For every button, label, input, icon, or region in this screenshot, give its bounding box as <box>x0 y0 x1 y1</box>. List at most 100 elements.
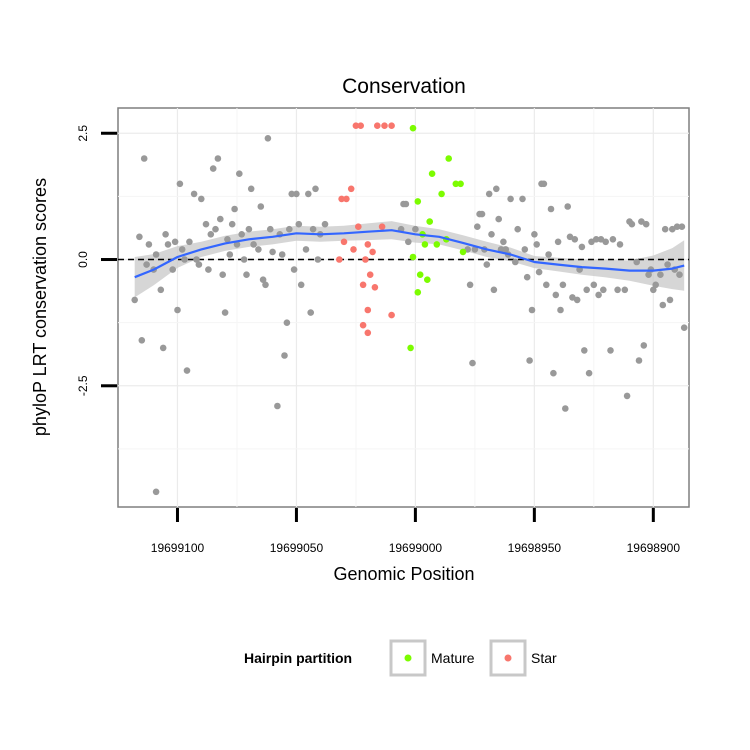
point-other <box>259 276 267 284</box>
point-other <box>321 220 329 228</box>
point-other <box>557 306 564 314</box>
point-other <box>314 256 322 263</box>
point-other <box>231 205 238 213</box>
point-other <box>159 344 167 352</box>
point-other <box>635 357 643 364</box>
point-other <box>554 238 562 246</box>
legend-mature-dot <box>404 654 412 662</box>
point-mature <box>428 170 436 177</box>
y-tick-label: 2.5 <box>76 125 90 142</box>
point-other <box>138 337 146 344</box>
point-mature <box>424 276 431 284</box>
point-mature <box>421 241 429 248</box>
point-other <box>521 246 529 253</box>
point-other <box>559 281 567 289</box>
point-star <box>347 185 355 193</box>
point-star <box>359 281 367 289</box>
point-other <box>495 215 503 223</box>
point-other <box>661 225 669 233</box>
point-other <box>502 246 510 253</box>
point-star <box>388 122 395 129</box>
point-other <box>488 231 495 238</box>
x-tick-label: 19699000 <box>389 541 443 555</box>
point-other <box>590 281 598 289</box>
point-other <box>652 281 659 289</box>
point-other <box>169 266 176 273</box>
point-other <box>552 291 560 299</box>
point-other <box>578 243 586 251</box>
point-other <box>535 268 543 276</box>
point-star <box>378 223 386 230</box>
point-star <box>336 256 343 263</box>
point-other <box>202 220 210 228</box>
point-other <box>678 223 686 230</box>
point-other <box>209 165 217 172</box>
point-mature <box>433 241 441 248</box>
point-other <box>616 241 624 248</box>
point-star <box>338 195 345 203</box>
point-other <box>402 200 410 208</box>
x-tick-label: 19699100 <box>151 541 205 555</box>
point-mature <box>457 180 464 188</box>
point-other <box>642 220 650 228</box>
point-other <box>267 225 274 233</box>
point-other <box>178 246 186 253</box>
point-other <box>307 309 315 316</box>
point-other <box>531 231 538 238</box>
point-star <box>343 195 350 203</box>
point-other <box>540 180 548 188</box>
point-other <box>526 357 533 364</box>
point-other <box>602 238 609 246</box>
point-other <box>162 231 169 238</box>
point-star <box>366 271 374 279</box>
point-other <box>286 225 293 233</box>
y-tick-label: 0.0 <box>76 251 90 268</box>
point-star <box>388 311 395 319</box>
confidence-ribbon <box>134 221 685 298</box>
point-other <box>471 246 479 253</box>
point-other <box>607 347 614 354</box>
point-other <box>288 190 296 198</box>
point-other <box>236 170 243 177</box>
x-tick-label: 19698950 <box>508 541 562 555</box>
point-other <box>255 246 262 253</box>
y-tick-label: -2.5 <box>76 375 90 396</box>
point-other <box>490 286 498 294</box>
point-star <box>364 241 372 248</box>
point-other <box>186 238 193 246</box>
point-star <box>369 248 376 256</box>
point-other <box>640 342 648 349</box>
point-star <box>357 122 365 129</box>
point-other <box>469 359 476 367</box>
point-other <box>136 233 143 241</box>
point-other <box>507 195 514 203</box>
point-mature <box>414 198 422 205</box>
point-other <box>152 251 160 258</box>
point-other <box>190 190 198 198</box>
point-other <box>195 261 203 268</box>
point-other <box>680 324 688 332</box>
point-other <box>131 296 138 304</box>
smooth-line-layer <box>134 229 685 279</box>
point-other <box>550 369 557 377</box>
point-other <box>174 306 181 314</box>
point-star <box>381 122 388 129</box>
point-other <box>262 281 269 289</box>
point-mature <box>414 289 422 296</box>
point-other <box>217 215 224 223</box>
point-other <box>528 306 536 314</box>
point-other <box>157 286 165 294</box>
point-star <box>364 306 372 314</box>
point-other <box>164 241 172 248</box>
point-other <box>676 271 683 279</box>
point-star <box>371 284 379 291</box>
point-star <box>352 122 360 129</box>
point-mature <box>409 253 417 261</box>
point-other <box>573 296 581 304</box>
point-other <box>305 190 312 198</box>
point-mature <box>426 218 434 225</box>
point-other <box>592 236 600 243</box>
plot-border <box>117 107 690 508</box>
point-other <box>623 392 631 400</box>
